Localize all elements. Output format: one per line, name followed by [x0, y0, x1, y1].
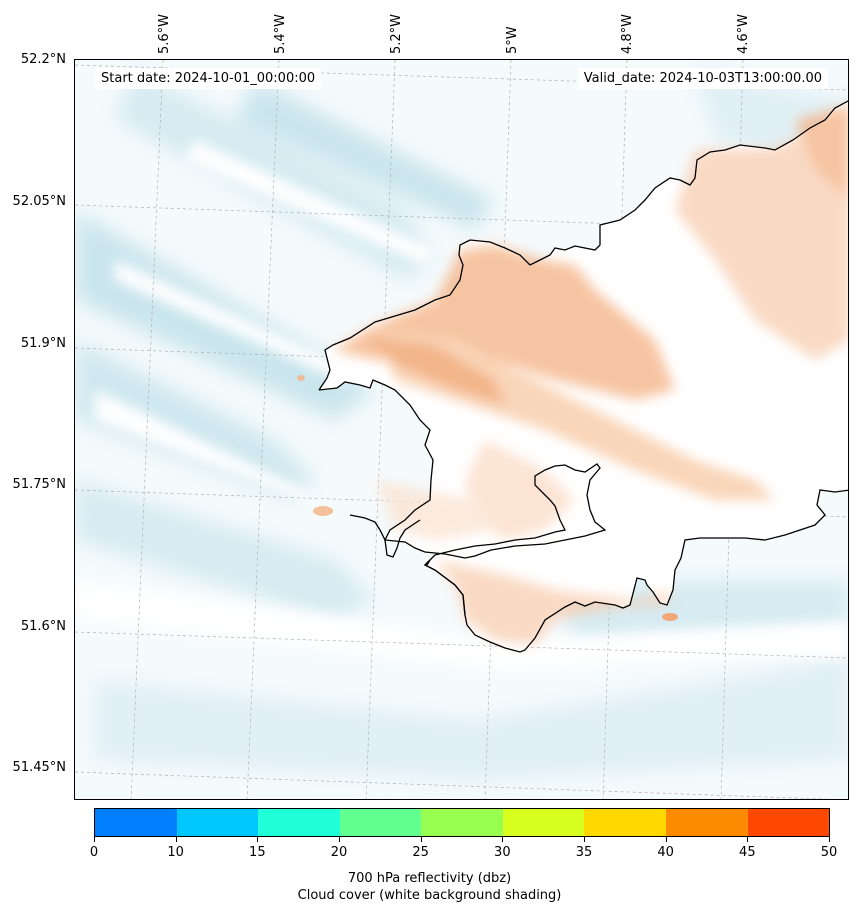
longitude-tick-label: 4.6°W: [736, 13, 751, 54]
colorbar-tick: [257, 837, 259, 842]
longitude-tick-label: 5.2°W: [389, 13, 404, 54]
colorbar: [94, 808, 830, 837]
longitude-tick-label: 4.8°W: [620, 13, 635, 54]
colorbar-tick: [665, 837, 667, 842]
echo-patch: [662, 613, 678, 621]
colorbar-tick-label: 15: [249, 845, 266, 860]
latitude-tick-label: 52.05°N: [12, 194, 66, 209]
colorbar-label: 700 hPa reflectivity (dbz): [347, 871, 512, 886]
colorbar-tick-label: 35: [575, 845, 593, 860]
colorbar-tick-label: 20: [330, 845, 348, 860]
latitude-tick-label: 51.45°N: [12, 760, 66, 775]
colorbar-segment: [665, 809, 748, 836]
colorbar-tick-label: 10: [167, 845, 184, 860]
valid-date-label: Valid_date: 2024-10-03T13:00:00.00: [577, 68, 828, 89]
colorbar-tick-label: 45: [739, 845, 756, 860]
colorbar-tick: [420, 837, 422, 842]
colorbar-segment: [339, 809, 422, 836]
latitude-tick-label: 51.75°N: [12, 477, 66, 492]
colorbar-tick-label: 50: [820, 845, 838, 860]
colorbar-segment: [502, 809, 585, 836]
latitude-tick-label: 51.6°N: [20, 619, 66, 634]
colorbar-tick: [175, 837, 177, 842]
longitude-tick-label: 5.6°W: [157, 13, 172, 54]
colorbar-tick: [584, 837, 585, 842]
colorbar-tick: [339, 837, 340, 842]
colorbar-sublabel: Cloud cover (white background shading): [297, 888, 562, 903]
colorbar-segment: [421, 809, 503, 836]
colorbar-tick: [502, 837, 504, 842]
colorbar-segment: [176, 809, 259, 836]
coastline: [349, 514, 421, 558]
start-date-label: Start date: 2024-10-01_00:00:00: [95, 68, 322, 89]
coastline: [423, 489, 848, 653]
coastline: [318, 379, 607, 616]
colorbar-segment: [584, 809, 666, 836]
colorbar-tick-label: 25: [412, 845, 429, 860]
colorbar-segment: [747, 809, 830, 836]
latitude-tick-label: 52.2°N: [20, 52, 66, 67]
colorbar-segment: [258, 809, 340, 836]
longitude-tick-label: 5.4°W: [273, 13, 288, 54]
reflectivity-shading: [333, 105, 848, 645]
latitude-tick-label: 51.9°N: [20, 336, 66, 351]
colorbar-segment: [95, 809, 177, 836]
colorbar-tick: [94, 837, 95, 842]
coastline: [318, 100, 848, 391]
map-canvas: [75, 60, 848, 799]
map-panel: Start date: 2024-10-01_00:00:00 Valid_da…: [74, 59, 849, 800]
longitude-tick-label: 5°W: [505, 26, 520, 54]
colorbar-tick-label: 0: [89, 845, 99, 860]
colorbar-tick-label: 30: [494, 845, 511, 860]
graticule: [75, 60, 848, 799]
echo-patch: [313, 506, 333, 516]
echo-patch: [297, 375, 305, 381]
colorbar-tick: [747, 837, 749, 842]
colorbar-tick: [829, 837, 830, 842]
colorbar-tick-label: 40: [657, 845, 674, 860]
